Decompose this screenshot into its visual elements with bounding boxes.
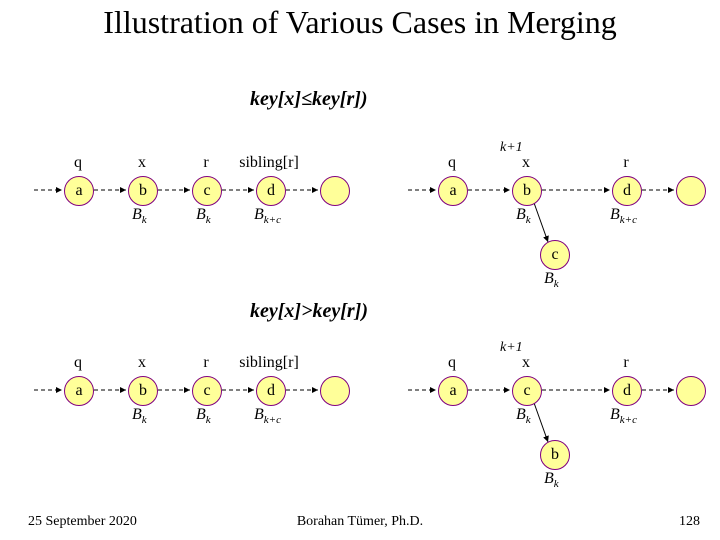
footer-author: Borahan Tümer, Ph.D. xyxy=(0,514,720,530)
node-tail-1r xyxy=(676,176,706,206)
sub-bk-child-r2: Bk xyxy=(544,470,559,490)
node-a-r2r: a xyxy=(438,376,468,406)
sub-bkc-r1r: Bk+c xyxy=(610,206,637,226)
node-tail-2r xyxy=(676,376,706,406)
condition-1: key[x]≤key[r]) xyxy=(250,88,368,111)
node-a-r1r: a xyxy=(438,176,468,206)
node-tail-2l xyxy=(320,376,350,406)
ptr-r-r1r: r xyxy=(620,154,632,172)
ptr-x-r2r: x xyxy=(520,354,532,372)
sub-bkc-1: Bk+c xyxy=(254,206,281,226)
ptr-q-r2l: q xyxy=(72,354,84,372)
ptr-siblingr: sibling[r] xyxy=(234,154,304,172)
ptr-x: x xyxy=(136,154,148,172)
condition-2: key[x]>key[r]) xyxy=(250,300,368,323)
sub-bk-child-r1: Bk xyxy=(544,270,559,290)
node-b-r2l: b xyxy=(128,376,158,406)
node-b: b xyxy=(128,176,158,206)
ptr-q-r2r: q xyxy=(446,354,458,372)
ptr-q: q xyxy=(72,154,84,172)
sub-bk-r1r: Bk xyxy=(516,206,531,226)
ptr-r-r2l: r xyxy=(200,354,212,372)
sub-bk-r2l1: Bk xyxy=(132,406,147,426)
node-a: a xyxy=(64,176,94,206)
node-c-child-r1: c xyxy=(540,240,570,270)
node-tail-1l xyxy=(320,176,350,206)
ptr-siblingr-r2l: sibling[r] xyxy=(234,354,304,372)
node-d-r1r: d xyxy=(612,176,642,206)
ptr-r-r2r: r xyxy=(620,354,632,372)
node-d: d xyxy=(256,176,286,206)
ptr-x-r1r: x xyxy=(520,154,532,172)
node-c-r2r: c xyxy=(512,376,542,406)
sub-bk-r2l2: Bk xyxy=(196,406,211,426)
connectors-svg xyxy=(0,0,720,540)
node-b-child-r2: b xyxy=(540,440,570,470)
footer-page: 128 xyxy=(679,514,700,530)
sub-bk-r2r: Bk xyxy=(516,406,531,426)
sub-bk-1: Bk xyxy=(132,206,147,226)
node-a-r2l: a xyxy=(64,376,94,406)
sub-bkc-r2r: Bk+c xyxy=(610,406,637,426)
node-b-r1r: b xyxy=(512,176,542,206)
node-c-r2l: c xyxy=(192,376,222,406)
ptr-q-r1r: q xyxy=(446,154,458,172)
node-c: c xyxy=(192,176,222,206)
ptr-x-r2l: x xyxy=(136,354,148,372)
sub-bk-2: Bk xyxy=(196,206,211,226)
ptr-r: r xyxy=(200,154,212,172)
sub-bkc-r2l: Bk+c xyxy=(254,406,281,426)
slide-title: Illustration of Various Cases in Merging xyxy=(0,4,720,41)
node-d-r2l: d xyxy=(256,376,286,406)
node-d-r2r: d xyxy=(612,376,642,406)
